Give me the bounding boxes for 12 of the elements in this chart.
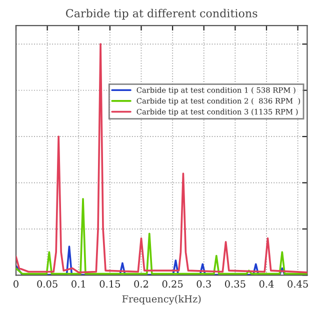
x-tick-label: 0.05 [37,280,58,288]
x-tick-label: 0.3 [196,280,211,288]
x-tick-label: 0.4 [259,280,274,288]
x-tick-label: 0.35 [225,280,246,288]
x-tick-label: 0.2 [134,280,148,288]
x-tick-label: 0.15 [100,280,120,288]
x-tick-label: 0.25 [162,280,183,288]
chart-title: Carbide tip at different conditions [66,8,258,20]
x-axis-title: Frequency(kHz) [122,295,201,305]
x-tick-label: 0 [14,280,18,288]
x-tick-label: 0.45 [288,280,308,288]
x-tick-label: 0.1 [72,280,85,288]
